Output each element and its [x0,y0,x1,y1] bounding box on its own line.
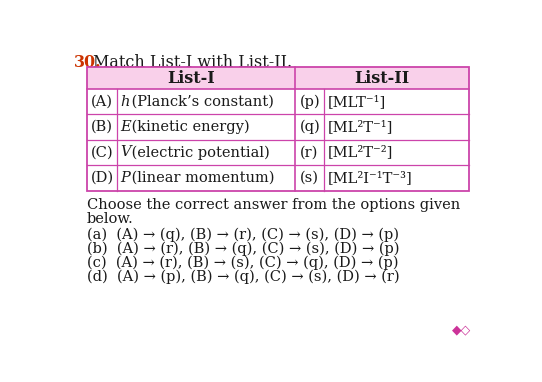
Text: E: E [120,120,131,134]
Text: (a)  (A) → (q), (B) → (r), (C) → (s), (D) → (p): (a) (A) → (q), (B) → (r), (C) → (s), (D)… [87,228,399,242]
Text: 30.: 30. [74,54,101,71]
Text: (electric potential): (electric potential) [127,145,270,160]
Text: (D): (D) [91,171,114,185]
Text: (p): (p) [300,94,320,109]
Text: [ML²I⁻¹T⁻³]: [ML²I⁻¹T⁻³] [328,171,413,185]
Text: (Planck’s constant): (Planck’s constant) [127,95,274,108]
Text: (q): (q) [300,120,320,134]
Text: Choose the correct answer from the options given: Choose the correct answer from the optio… [87,198,460,212]
Text: (linear momentum): (linear momentum) [127,171,275,185]
Text: [ML²T⁻¹]: [ML²T⁻¹] [328,120,393,134]
Text: List-II: List-II [354,70,410,87]
Text: V: V [120,146,131,160]
Text: List-I: List-I [167,70,215,87]
Text: (r): (r) [300,146,318,160]
Text: (C): (C) [91,146,114,160]
Bar [87,67,469,191]
Text: (B): (B) [91,120,113,134]
Text: (c)  (A) → (r), (B) → (s), (C) → (q), (D) → (p): (c) (A) → (r), (B) → (s), (C) → (q), (D)… [87,255,398,270]
Text: below.: below. [87,212,134,226]
Text: ◆◇: ◆◇ [452,324,472,337]
Text: h: h [120,95,130,108]
Text: (A): (A) [91,95,113,108]
Text: P: P [120,171,130,185]
Text: (kinetic energy): (kinetic energy) [127,120,250,134]
Text: [MLT⁻¹]: [MLT⁻¹] [328,95,386,108]
Text: [ML²T⁻²]: [ML²T⁻²] [328,146,393,160]
Text: Match List-I with List-II.: Match List-I with List-II. [93,54,292,71]
Text: (b)  (A) → (r), (B) → (q), (C) → (s), (D) → (p): (b) (A) → (r), (B) → (q), (C) → (s), (D)… [87,241,399,256]
Bar [87,67,295,89]
Text: (s): (s) [300,171,319,185]
Bar [295,67,469,89]
Text: (d)  (A) → (p), (B) → (q), (C) → (s), (D) → (r): (d) (A) → (p), (B) → (q), (C) → (s), (D)… [87,269,400,283]
